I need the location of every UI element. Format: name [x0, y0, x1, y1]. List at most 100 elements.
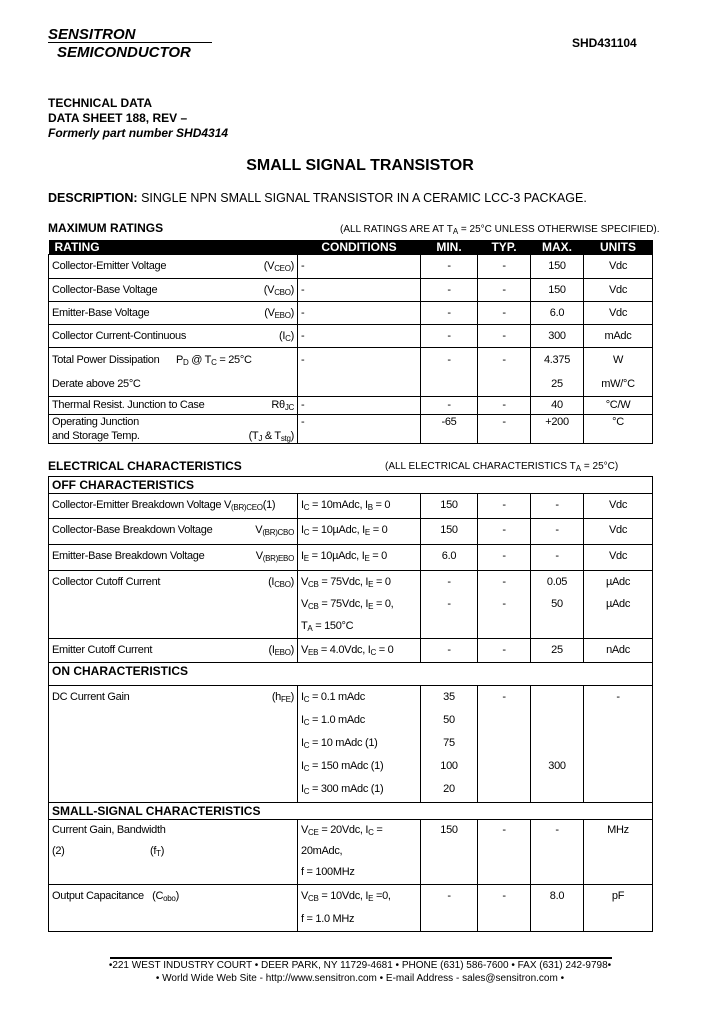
conditions-line: TA = 150°C	[301, 620, 354, 633]
units-line: µAdc	[605, 576, 631, 588]
max-ratings-table: RATING CONDITIONS MIN. TYP. MAX. UNITS Collect…	[48, 240, 653, 444]
min-line: -	[447, 644, 451, 656]
rating-content: Emitter-Base Breakdown Voltage V(BR)EBO	[52, 546, 294, 568]
cell-max: 150	[530, 278, 584, 302]
header-row: RATING CONDITIONS MIN. TYP. MAX. UNITS	[48, 240, 653, 255]
symbol: (VCBO)	[263, 284, 295, 297]
max-line: 25	[551, 378, 563, 390]
cell-units: Vdc	[582, 493, 654, 519]
cell-rating: Current Gain, Bandwidth (2) (fT)	[48, 819, 298, 885]
rating-lines: DC Current Gain	[52, 687, 268, 710]
table-row: Collector Cutoff Current (ICBO) VCB = 75Vd…	[48, 570, 654, 639]
column-header: CONDITIONS	[297, 240, 421, 255]
symbol: (TJ & Tstg)	[248, 430, 295, 443]
cell-units: µAdc µAdc	[582, 570, 654, 639]
symbol: (IC)	[279, 330, 294, 343]
max-line: 25	[551, 644, 563, 656]
cell-min: -	[420, 324, 478, 348]
min-line: 100	[440, 760, 458, 772]
max-line: 4.375	[543, 354, 571, 366]
cell-conditions: IE = 10µAdc, IE = 0	[297, 544, 421, 571]
cell-max: 0.05 50	[530, 570, 584, 639]
min-line: -	[447, 598, 451, 610]
units-line: W	[612, 354, 624, 366]
rating-content: Total Power Dissipation PD @ TC = 25°C De…	[52, 349, 294, 396]
min-line: -	[447, 330, 451, 342]
max-ratings-note: (ALL RATINGS ARE AT TA = 25°C UNLESS OTH…	[340, 224, 660, 236]
typ-line: -	[502, 330, 506, 342]
rating-line: (2) (fT)	[52, 845, 165, 858]
section-title: ON CHARACTERISTICS	[47, 662, 654, 686]
typ-line: -	[502, 499, 506, 511]
cell-rating: Emitter-Base Breakdown Voltage V(BR)EBO	[48, 544, 298, 571]
typ-line: -	[502, 399, 506, 411]
column-header: MIN.	[420, 240, 478, 255]
cell-rating: Operating Junction and Storage Temp. (TJ &…	[48, 414, 298, 444]
cell-max: -	[530, 518, 584, 545]
rating-lines: Collector-Emitter Voltage	[52, 256, 260, 278]
conditions-line: f = 100MHz	[301, 866, 355, 878]
conditions-line: IC = 150 mAdc (1)	[301, 760, 384, 773]
conditions-line: IC = 300 mAdc (1)	[301, 783, 384, 796]
description: DESCRIPTION: SINGLE NPN SMALL SIGNAL TRA…	[48, 191, 587, 205]
cell-max: 300	[530, 324, 584, 348]
typ-line: -	[502, 824, 506, 836]
units-line: Vdc	[608, 550, 628, 562]
table-row: Collector-Base Voltage (VCBO) - - -150 Vdc	[48, 278, 653, 302]
min-line: 150	[440, 499, 458, 511]
rating-content: Collector-Emitter Breakdown Voltage V(BR…	[52, 495, 294, 517]
table-row: Collector-Emitter Voltage (VCEO) - - -150 Vdc	[48, 254, 653, 279]
conditions-line: VCE = 20Vdc, IC =	[301, 824, 383, 837]
cell-min: -	[420, 396, 478, 415]
cell-typ: -	[477, 278, 531, 302]
max-line	[534, 687, 580, 710]
cell-units: Vdc	[583, 278, 653, 302]
conditions-line: -	[301, 399, 305, 411]
cell-max: -	[530, 493, 584, 519]
cell-units: nAdc	[582, 638, 654, 663]
units-line: °C/W	[605, 399, 631, 411]
cell-min: -	[420, 254, 478, 279]
cell-min: --	[420, 570, 478, 639]
min-line: -	[447, 576, 451, 588]
cell-conditions: -	[297, 324, 421, 348]
rating-lines: Total Power Dissipation PD @ TC = 25°C De…	[52, 349, 294, 396]
min-line: -	[447, 399, 451, 411]
cell-rating: Collector-Emitter Breakdown Voltage V(BR…	[48, 493, 298, 519]
footer-divider	[110, 957, 612, 959]
former-part-number: Formerly part number SHD4314	[48, 126, 229, 140]
rating-line: Collector Current-Continuous	[52, 330, 187, 342]
cell-min: 150	[420, 493, 478, 519]
typ-line: -	[502, 598, 506, 610]
rating-lines: Emitter Cutoff Current	[52, 640, 265, 662]
section-title: SMALL-SIGNAL CHARACTERISTICS	[47, 802, 654, 820]
cell-conditions: IC = 0.1 mAdc IC = 1.0 mAdc IC = 10 mAdc (…	[297, 685, 421, 803]
cell-min: 6.0	[420, 544, 478, 571]
min-line: -65	[441, 416, 457, 428]
table-row: Emitter Cutoff Current (IEBO) VEB = 4.0Vdc…	[48, 638, 654, 663]
cell-units: mAdc	[583, 324, 653, 348]
typ-line: -	[502, 307, 506, 319]
units-line: MHz	[607, 824, 629, 836]
conditions-line: IE = 10µAdc, IE = 0	[301, 550, 387, 563]
table-row: Current Gain, Bandwidth (2) (fT) VCE = 20V…	[48, 819, 654, 885]
cell-max: 6.0	[530, 301, 584, 325]
symbol: V(BR)CBO	[255, 524, 294, 537]
cell-units: pF	[582, 884, 654, 932]
cell-conditions: -	[297, 254, 421, 279]
table-row: Operating Junction and Storage Temp. (TJ &…	[48, 414, 653, 444]
max-line: -	[555, 524, 559, 536]
electrical-table: OFF CHARACTERISTICS Collector-Emitter Bre…	[47, 476, 654, 932]
max-line: -	[555, 550, 559, 562]
rating-content: Emitter Cutoff Current (IEBO)	[52, 640, 294, 662]
rating-lines: Thermal Resist. Junction to Case	[52, 398, 267, 414]
cell-conditions: IC = 10mAdc, IB = 0	[297, 493, 421, 519]
table-row: Output Capacitance (Cobo) VCB = 10Vdc, IE…	[48, 884, 654, 932]
rating-lines: Collector-Base Voltage	[52, 280, 260, 301]
footer-address: •221 WEST INDUSTRY COURT • DEER PARK, NY…	[108, 960, 612, 971]
cell-conditions: -	[297, 347, 421, 397]
cell-max: -	[530, 544, 584, 571]
min-line: 6.0	[441, 550, 457, 562]
